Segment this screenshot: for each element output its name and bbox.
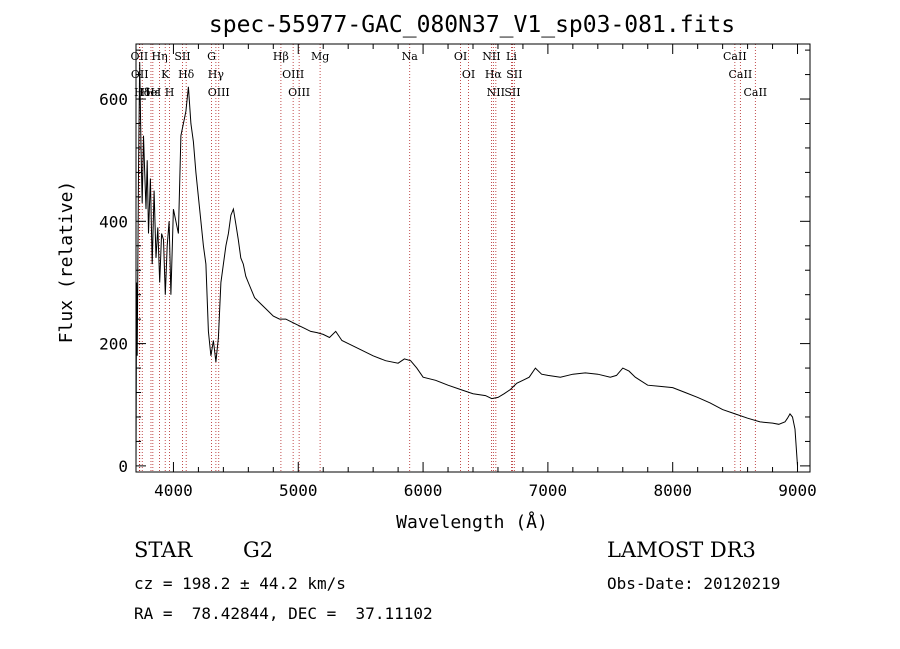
marker-label: Hδ <box>134 86 151 99</box>
marker-label: SII <box>506 68 522 81</box>
marker-label: Na <box>402 50 419 63</box>
marker-label: Hδ <box>178 68 195 81</box>
x-axis-ticks: 4000 5000 6000 7000 8000 9000 <box>154 44 817 500</box>
marker-label: Hα <box>485 68 503 81</box>
marker-label: NII <box>482 50 500 63</box>
observation-date: Obs-Date: 20120219 <box>607 574 781 593</box>
marker-label: CaII <box>723 50 747 63</box>
marker-label: CaII <box>729 68 753 81</box>
marker-label: OI <box>462 68 475 81</box>
marker-label: H <box>165 86 175 99</box>
marker-label: Mg <box>311 50 329 63</box>
marker-label: K <box>161 68 170 81</box>
y-tick-label: 200 <box>99 335 128 354</box>
marker-label: G <box>207 50 216 63</box>
marker-label: CaII <box>743 86 767 99</box>
marker-label: Hε <box>145 86 161 99</box>
marker-label: NII <box>487 86 505 99</box>
x-tick-label: 9000 <box>778 481 817 500</box>
chart-title: spec-55977-GAC_080N37_V1_sp03-081.fits <box>209 12 735 38</box>
x-tick-label: 7000 <box>529 481 568 500</box>
y-tick-label: 600 <box>99 90 128 109</box>
spectral-line-markers <box>138 44 756 472</box>
y-tick-label: 400 <box>99 212 128 231</box>
x-axis-label: Wavelength (Å) <box>396 511 548 533</box>
marker-label: SII <box>504 86 520 99</box>
coordinates: RA = 78.42844, DEC = 37.11102 <box>134 604 433 623</box>
x-tick-label: 4000 <box>154 481 193 500</box>
marker-label: OIII <box>208 86 230 99</box>
marker-label: Hβ <box>273 50 289 63</box>
y-axis-ticks: 0 200 400 600 <box>99 49 810 476</box>
marker-label: Li <box>506 50 517 63</box>
marker-label: HeI <box>141 86 161 99</box>
marker-label: OIII <box>288 86 310 99</box>
x-tick-label: 5000 <box>279 481 318 500</box>
x-tick-label: 6000 <box>404 481 443 500</box>
marker-label: Hγ <box>208 68 225 81</box>
marker-label: Hη <box>151 50 167 63</box>
plot-frame <box>135 43 811 473</box>
marker-label: OI <box>454 50 467 63</box>
object-type: STAR <box>134 538 193 562</box>
y-axis-label: Flux (relative) <box>56 181 77 344</box>
x-tick-label: 8000 <box>653 481 692 500</box>
y-tick-label: 0 <box>118 457 128 476</box>
marker-label: OIII <box>282 68 304 81</box>
spectral-subclass: G2 <box>243 538 274 562</box>
marker-label: OII <box>131 50 149 63</box>
redshift-velocity: cz = 198.2 ± 44.2 km/s <box>134 574 346 593</box>
marker-label: SII <box>174 50 190 63</box>
flux-series-line <box>135 62 798 466</box>
survey-name: LAMOST DR3 <box>607 538 756 562</box>
